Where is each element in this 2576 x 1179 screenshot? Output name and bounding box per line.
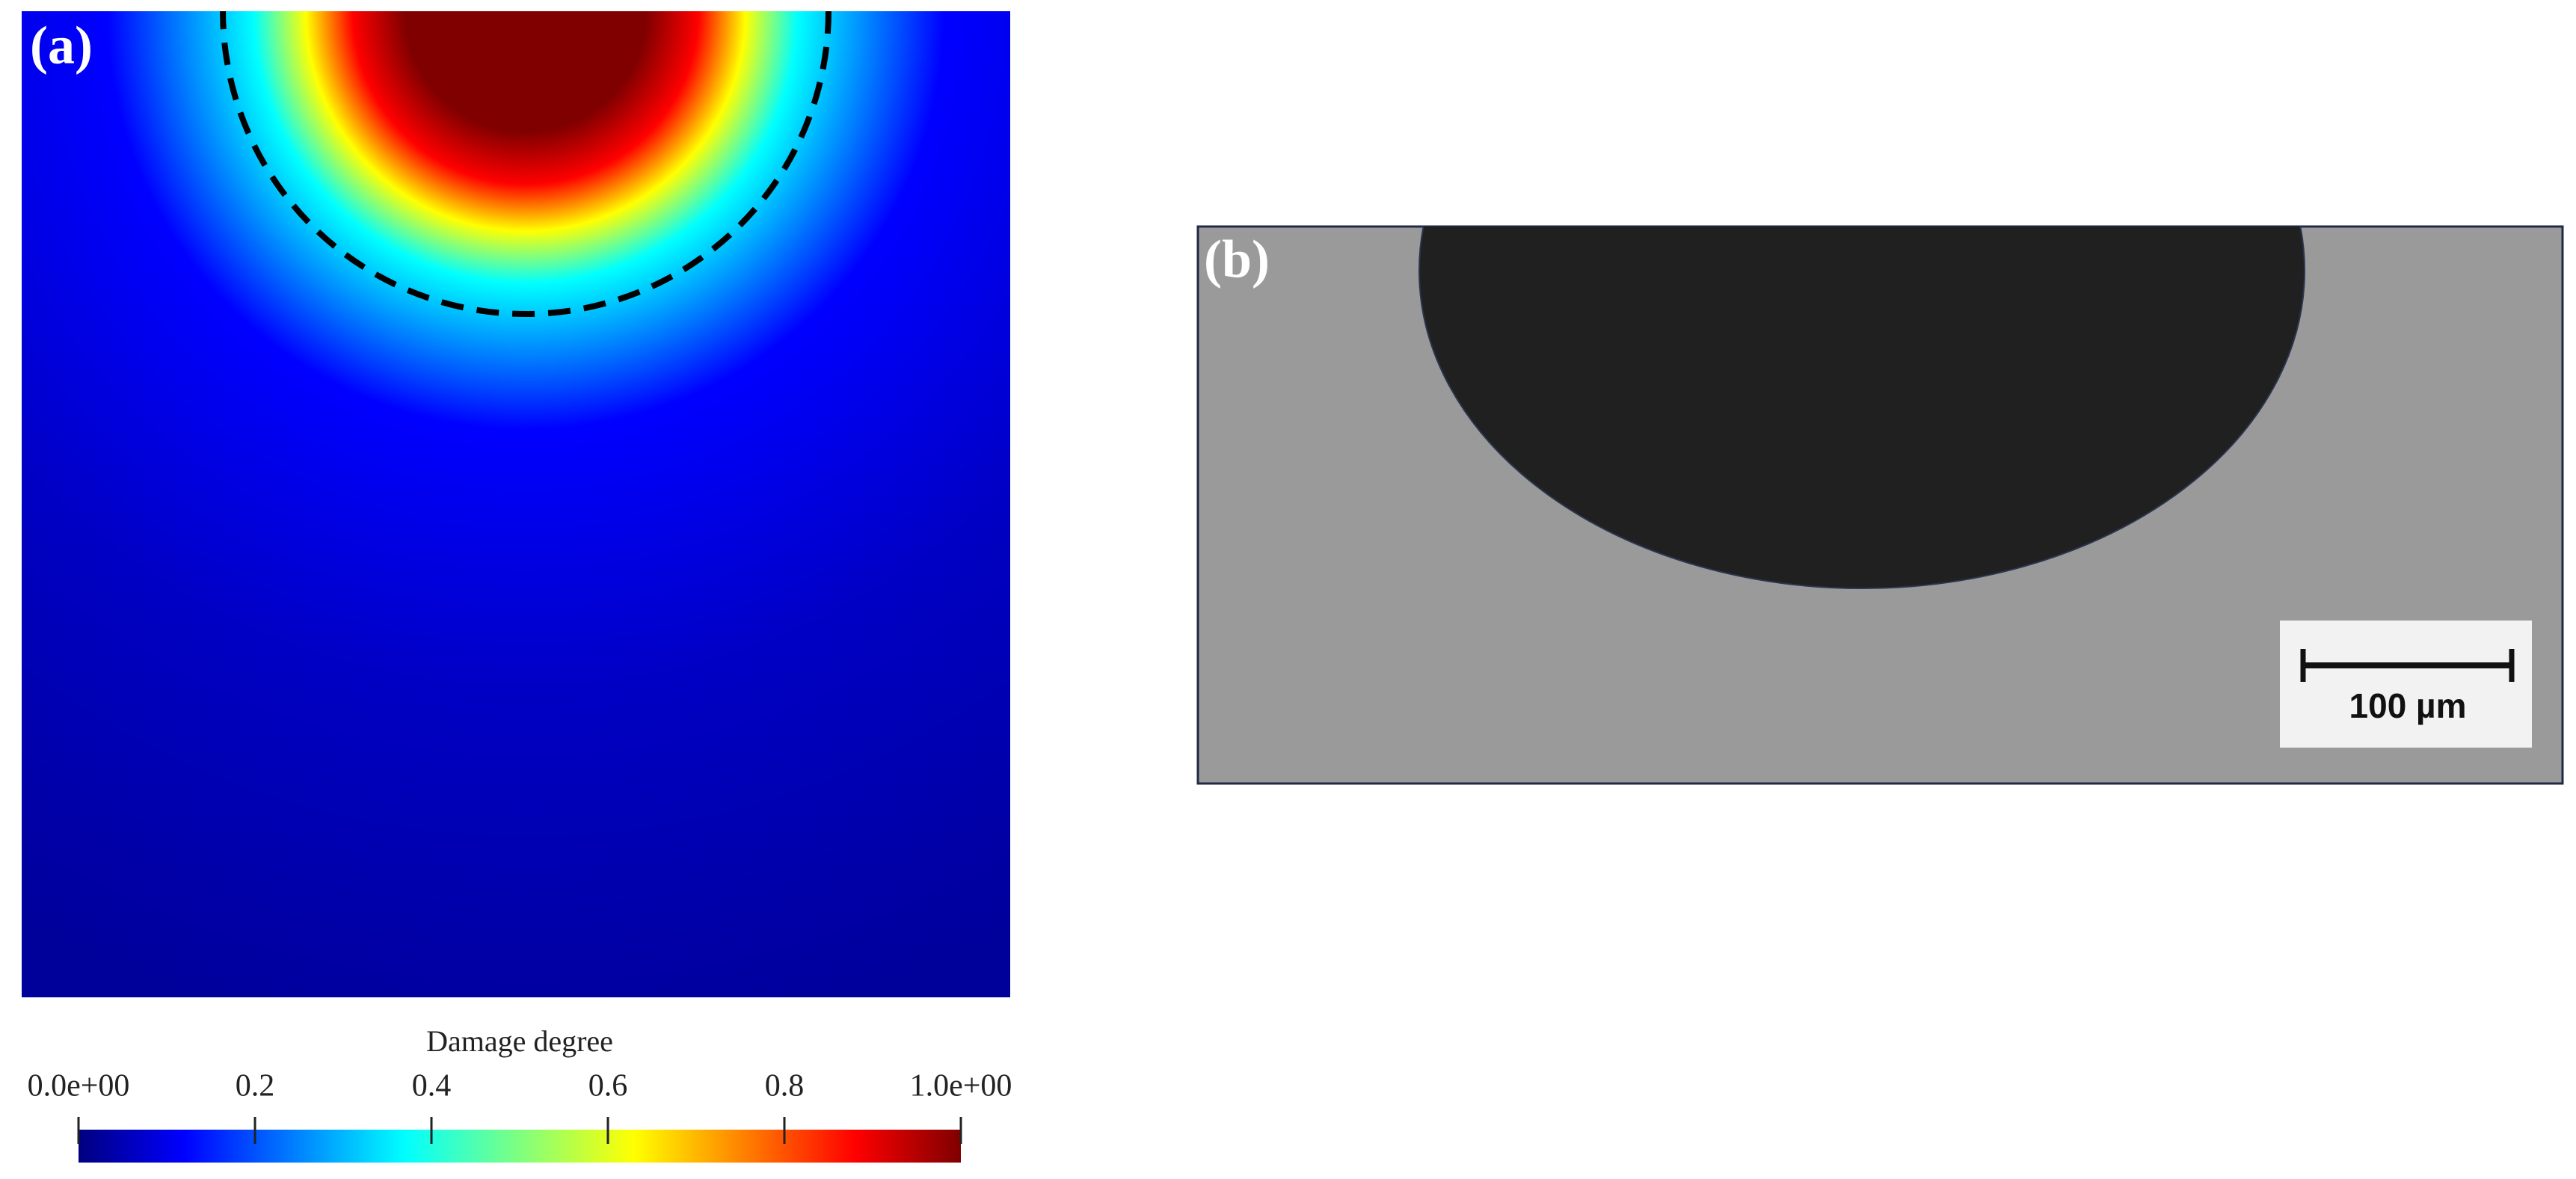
scale-bar-box xyxy=(2280,621,2532,748)
damage-field xyxy=(22,11,1010,997)
colorbar-ticks: 0.0e+00 0.2 0.4 0.6 0.8 1.0e+00 xyxy=(28,1069,1012,1144)
crater xyxy=(1418,227,2305,589)
colorbar-tick-label: 0.6 xyxy=(588,1069,628,1103)
colorbar xyxy=(79,1130,961,1163)
scale-bar-label: 100 µm xyxy=(2349,686,2467,725)
colorbar-tick-label: 0.8 xyxy=(765,1069,805,1103)
colorbar-title: Damage degree xyxy=(426,1024,613,1058)
colorbar-tick-label: 0.0e+00 xyxy=(28,1069,130,1103)
dashed-boundary xyxy=(220,11,831,317)
colorbar-tick-label: 0.4 xyxy=(412,1069,452,1103)
panel-label: (b) xyxy=(1204,230,1270,289)
colorbar-tick-label: 1.0e+00 xyxy=(910,1069,1012,1103)
colorbar-tick-label: 0.2 xyxy=(236,1069,275,1103)
panel-label: (a) xyxy=(30,16,93,76)
